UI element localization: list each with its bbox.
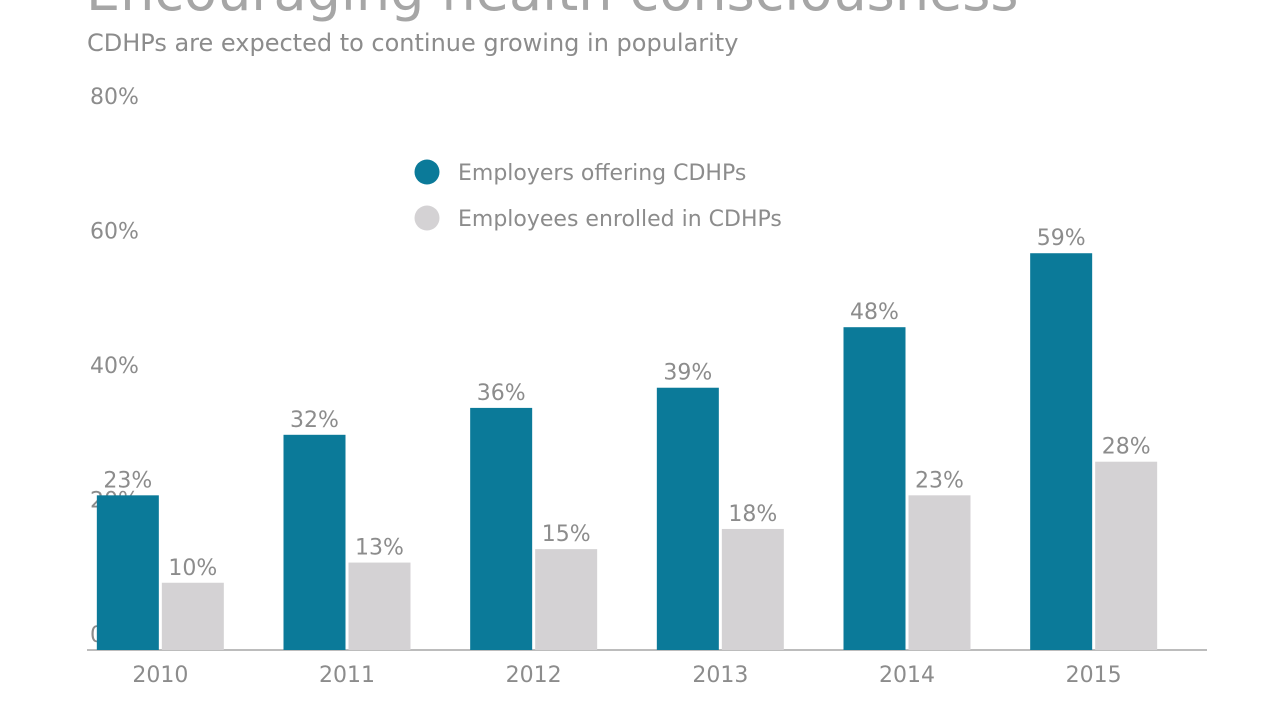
data-label: 32% <box>290 408 339 433</box>
legend-marker <box>414 159 440 185</box>
data-label: 10% <box>168 556 217 581</box>
data-label: 28% <box>1102 435 1151 460</box>
data-label: 15% <box>542 522 591 547</box>
legend-label: Employees enrolled in CDHPs <box>458 207 782 232</box>
data-label: 13% <box>355 536 404 561</box>
data-label: 48% <box>850 300 899 325</box>
y-tick-label: 60% <box>90 220 139 245</box>
x-tick-label: 2014 <box>879 663 935 688</box>
bar-employers-2015 <box>1030 253 1093 650</box>
data-label: 23% <box>915 468 964 493</box>
x-tick-label: 2013 <box>692 663 748 688</box>
bar-employers-2010 <box>96 495 159 650</box>
bar-employers-2011 <box>283 434 346 650</box>
data-label: 39% <box>663 361 712 386</box>
legend-marker <box>414 205 440 231</box>
y-tick-label: 40% <box>90 354 139 379</box>
bar-employees-2010 <box>161 582 224 650</box>
data-label: 23% <box>103 468 152 493</box>
x-tick-label: 2011 <box>319 663 375 688</box>
bar-employees-2015 <box>1095 461 1158 650</box>
bar-employees-2012 <box>535 549 598 650</box>
x-tick-label: 2015 <box>1066 663 1122 688</box>
bar-employers-2013 <box>656 387 719 650</box>
bar-employees-2013 <box>721 528 784 650</box>
chart-subtitle: CDHPs are expected to continue growing i… <box>87 29 739 57</box>
x-tick-label: 2010 <box>132 663 188 688</box>
chart-title: Encouraging health consciousness <box>86 0 1019 23</box>
data-label: 59% <box>1037 226 1086 251</box>
bar-employers-2012 <box>470 407 533 650</box>
bar-employers-2014 <box>843 327 906 650</box>
legend-label: Employers offering CDHPs <box>458 161 746 186</box>
data-label: 18% <box>728 502 777 527</box>
bar-employees-2011 <box>348 562 411 650</box>
y-tick-label: 80% <box>90 85 139 110</box>
data-label: 36% <box>477 381 526 406</box>
x-tick-label: 2012 <box>506 663 562 688</box>
bar-employees-2014 <box>908 495 971 650</box>
